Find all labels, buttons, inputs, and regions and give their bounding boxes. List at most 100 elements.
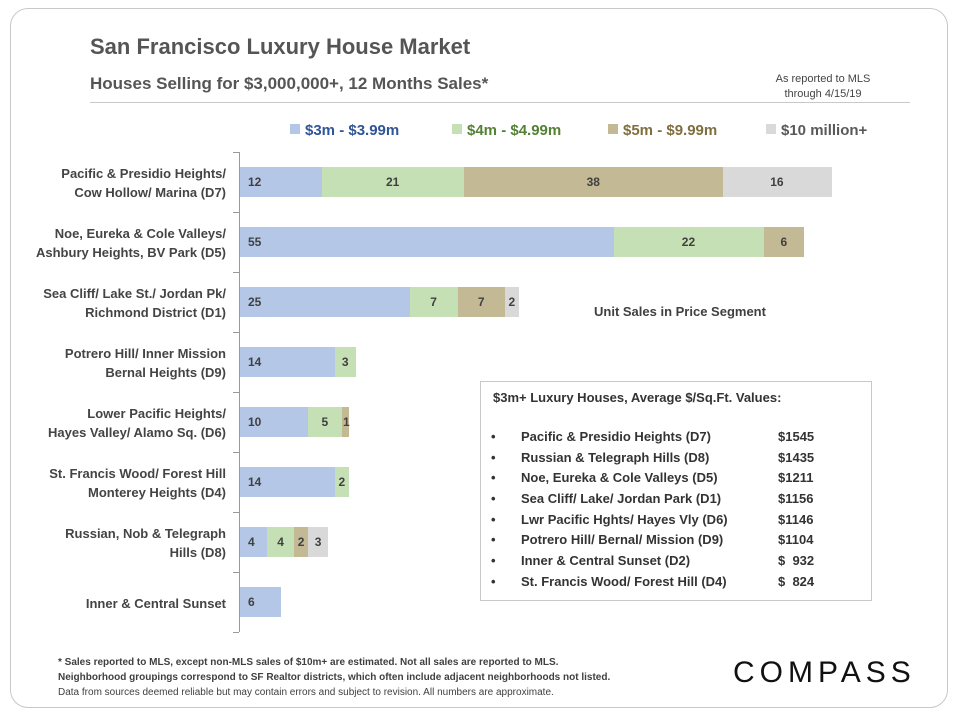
- bar-segment-5m: [457, 287, 506, 317]
- bullet-icon: •: [491, 553, 496, 569]
- info-item-name: St. Francis Wood/ Forest Hill (D4): [521, 573, 727, 589]
- bar-segment-10m: [722, 167, 832, 197]
- bullet-icon: •: [491, 470, 496, 486]
- category-label-d8: Russian, Nob & Telegraph Hills (D8): [0, 524, 226, 562]
- bar-segment-3m: [240, 587, 281, 617]
- bullet-icon: •: [491, 429, 496, 444]
- data-label: 2: [508, 295, 516, 309]
- axis-tick: [233, 632, 239, 633]
- axis-tick: [233, 152, 239, 153]
- page-subtitle: Houses Selling for $3,000,000+, 12 Month…: [90, 74, 489, 93]
- data-label: 7: [477, 295, 485, 309]
- page-title: San Francisco Luxury House Market: [90, 34, 471, 59]
- data-label: 12: [248, 175, 262, 189]
- axis-tick: [233, 512, 239, 513]
- info-item-value: $ 824: [778, 573, 815, 589]
- category-label-d8-line-1: Russian, Nob & Telegraph: [65, 526, 226, 541]
- bar-segment-3m: [240, 347, 336, 377]
- category-label-d9-line-2: Bernal Heights (D9): [105, 365, 226, 380]
- category-label-d5-line-2: Ashbury Heights, BV Park (D5): [36, 245, 226, 260]
- legend-item-5m: $5m - $9.99m: [608, 122, 717, 139]
- list-item: • Potrero Hill/ Bernal/ Mission (D9) $1104: [491, 532, 861, 553]
- header-divider: [90, 102, 910, 103]
- price-per-sqft-box: $3m+ Luxury Houses, Average $/Sq.Ft. Val…: [480, 381, 872, 601]
- info-item-name: Sea Cliff/ Lake/ Jordan Park (D1): [521, 491, 722, 507]
- category-label-d6-line-1: Lower Pacific Heights/: [87, 406, 226, 421]
- data-label: 14: [248, 475, 262, 489]
- info-box-list: • Pacific & Presidio Heights (D7) $1545 • R…: [491, 429, 861, 595]
- info-item-value: $1545: [778, 429, 815, 444]
- info-item-value: $1156: [778, 491, 814, 507]
- footnote-line-3: Data from sources deemed reliable but ma…: [58, 687, 554, 698]
- mls-note-line-2: through 4/15/19: [784, 88, 862, 100]
- data-label: 2: [297, 535, 305, 549]
- data-label: 10: [248, 415, 262, 429]
- category-label-d9-line-1: Potrero Hill/ Inner Mission: [64, 346, 226, 361]
- bar-segment-4m: [335, 467, 349, 497]
- list-item: • Inner & Central Sunset (D2) $ 932: [491, 553, 861, 574]
- category-label-d9: Potrero Hill/ Inner Mission Bernal Heigh…: [0, 344, 226, 382]
- list-item: • Noe, Eureka & Cole Valleys (D5) $1211: [491, 470, 861, 491]
- bar-segment-4m: [267, 527, 295, 557]
- category-label-d5-line-1: Noe, Eureka & Cole Valleys/: [54, 226, 226, 241]
- slide-frame: [10, 8, 948, 708]
- legend-label-3m: $3m - $3.99m: [305, 122, 400, 139]
- category-label-d1-line-1: Sea Cliff/ Lake St./ Jordan Pk/: [43, 286, 226, 301]
- category-label-d7-line-2: Cow Hollow/ Marina (D7): [74, 185, 226, 200]
- bar-segment-3m: [240, 287, 410, 317]
- bar-segment-5m: [763, 227, 805, 257]
- info-item-name: Potrero Hill/ Bernal/ Mission (D9): [521, 532, 724, 548]
- axis-tick: [233, 452, 239, 453]
- data-label: 25: [248, 295, 262, 309]
- bar-segment-5m: [342, 407, 349, 437]
- bar-segment-3m: [240, 167, 322, 197]
- bar-segment-4m: [335, 347, 356, 377]
- mls-report-note: As reported to MLS through 4/15/19: [748, 72, 898, 102]
- bar-segment-3m: [240, 227, 614, 257]
- data-label: 14: [248, 355, 262, 369]
- category-label-d6: Lower Pacific Heights/ Hayes Valley/ Ala…: [0, 404, 226, 442]
- axis-tick: [233, 212, 239, 213]
- info-item-value: $ 932: [778, 553, 815, 569]
- bar-segment-4m: [614, 227, 764, 257]
- category-label-d7-line-1: Pacific & Presidio Heights/: [61, 166, 226, 181]
- bar-segment-3m: [240, 467, 336, 497]
- info-box-title: $3m+ Luxury Houses, Average $/Sq.Ft. Val…: [493, 390, 782, 405]
- bullet-icon: •: [491, 511, 496, 527]
- data-label: 38: [586, 175, 600, 189]
- info-item-name: Pacific & Presidio Heights (D7): [521, 429, 711, 444]
- bar-segment-3m: [240, 527, 268, 557]
- legend-item-4m: $4m - $4.99m: [452, 122, 561, 139]
- mls-note-line-1: As reported to MLS: [775, 73, 871, 85]
- info-item-value: $1146: [778, 511, 814, 527]
- data-label: 22: [681, 235, 696, 249]
- bar-segment-10m: [505, 287, 519, 317]
- bar-segment-4m: [410, 287, 458, 317]
- info-item-name: Noe, Eureka & Cole Valleys (D5): [521, 470, 718, 486]
- bullet-icon: •: [491, 573, 496, 589]
- info-item-value: $1104: [778, 532, 814, 548]
- data-label: 4: [277, 535, 284, 549]
- category-label-d4-line-1: St. Francis Wood/ Forest Hill: [49, 466, 226, 481]
- bar-segment-5m: [464, 167, 723, 197]
- legend-swatch-10m: [766, 124, 776, 134]
- data-label: 7: [430, 295, 437, 309]
- legend-label-4m: $4m - $4.99m: [467, 122, 562, 139]
- bar-segment-4m: [321, 167, 465, 197]
- bullet-icon: •: [491, 532, 496, 548]
- list-item: • Sea Cliff/ Lake/ Jordan Park (D1) $1156: [491, 491, 861, 512]
- category-label-d5: Noe, Eureka & Cole Valleys/ Ashbury Heig…: [0, 224, 226, 262]
- legend-swatch-4m: [452, 124, 462, 134]
- bar-segment-3m: [240, 407, 308, 437]
- bar-segment-4m: [308, 407, 342, 437]
- list-item: • Russian & Telegraph Hills (D8) $1435: [491, 450, 861, 471]
- axis-tick: [233, 572, 239, 573]
- bullet-icon: •: [491, 491, 496, 507]
- list-item: • Pacific & Presidio Heights (D7) $1545: [491, 429, 861, 450]
- data-label: 5: [321, 415, 329, 429]
- legend-label-5m: $5m - $9.99m: [623, 122, 718, 139]
- info-item-value: $1211: [778, 470, 814, 486]
- data-label: 3: [341, 355, 349, 369]
- legend-item-10m: $10 million+: [766, 122, 867, 139]
- axis-tick: [233, 392, 239, 393]
